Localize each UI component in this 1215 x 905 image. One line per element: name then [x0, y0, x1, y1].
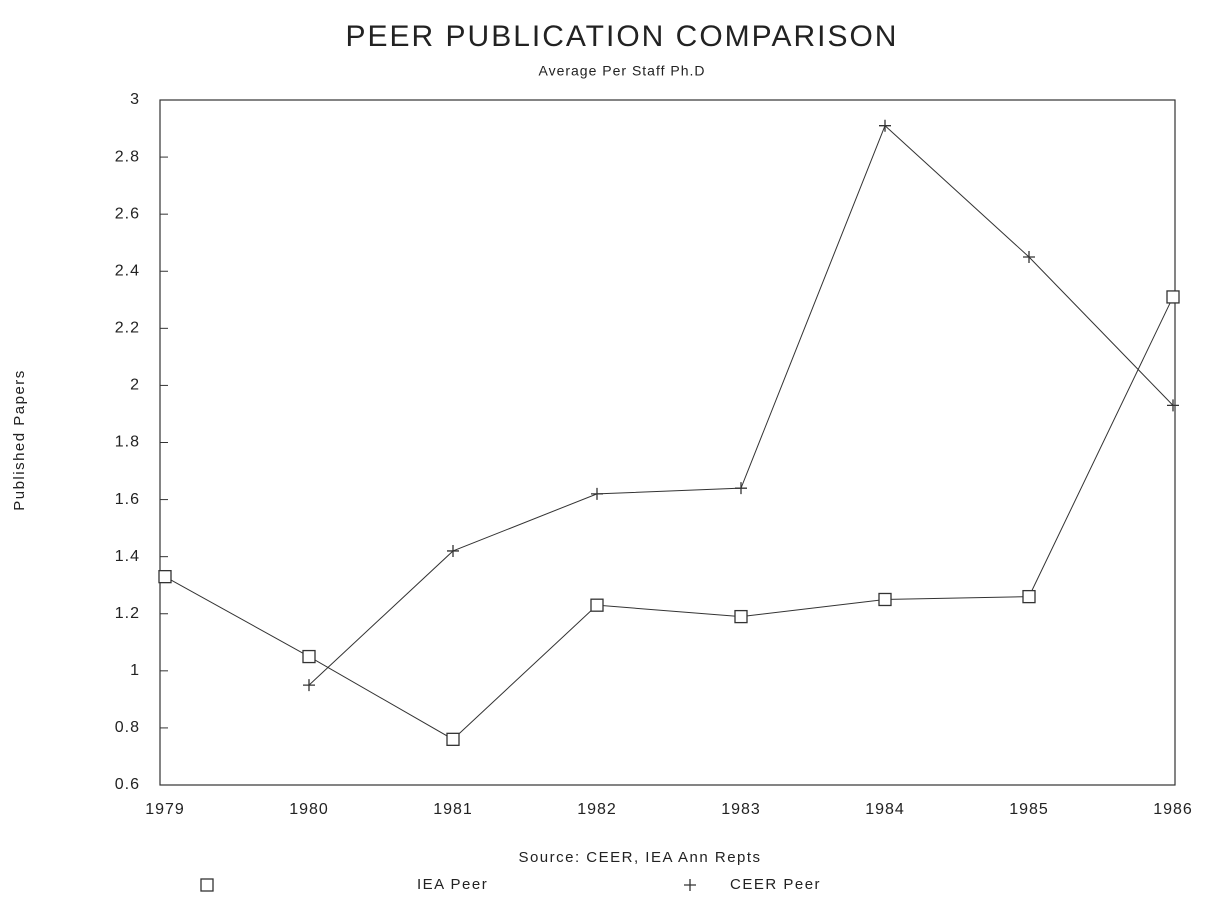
- marker: [302, 649, 316, 664]
- y-tick-label: 2.6: [115, 205, 140, 222]
- marker: [200, 878, 214, 892]
- x-axis-label: Source: CEER, IEA Ann Repts: [518, 849, 761, 866]
- y-tick-label: 2.8: [115, 148, 140, 165]
- legend-label: IEA Peer: [417, 876, 488, 893]
- x-tick-label: 1986: [1153, 801, 1193, 818]
- x-tick-label: 1980: [289, 801, 329, 818]
- marker: [879, 119, 891, 132]
- marker: [735, 482, 747, 495]
- marker: [590, 598, 604, 612]
- x-tick-label: 1985: [1009, 801, 1049, 818]
- marker: [1167, 399, 1179, 412]
- y-tick-label: 2.2: [115, 320, 140, 337]
- x-tick-label: 1979: [145, 801, 185, 818]
- chart-subtitle: Average Per Staff Ph.D: [538, 63, 705, 79]
- marker: [303, 679, 315, 692]
- marker: [446, 732, 460, 746]
- marker: [447, 544, 459, 557]
- y-tick-label: 1.2: [115, 605, 140, 622]
- x-tick-label: 1984: [865, 801, 905, 818]
- y-axis-label: Published Papers: [11, 369, 28, 511]
- marker: [734, 609, 748, 624]
- marker: [591, 487, 603, 500]
- marker: [1022, 589, 1036, 604]
- series-line: [164, 296, 1174, 740]
- x-tick-label: 1982: [577, 801, 617, 818]
- series-line: [308, 124, 1174, 686]
- marker: [1166, 290, 1180, 304]
- y-tick-label: 1.8: [115, 434, 140, 451]
- chart-title: PEER PUBLICATION COMPARISON: [346, 20, 899, 53]
- marker: [684, 879, 696, 891]
- x-tick-label: 1983: [721, 801, 761, 818]
- y-tick-label: 1.6: [115, 491, 140, 508]
- y-tick-label: 1: [130, 662, 140, 679]
- marker: [878, 592, 892, 607]
- legend-label: CEER Peer: [730, 876, 821, 893]
- y-tick-label: 3: [130, 91, 140, 108]
- y-tick-label: 0.8: [115, 719, 140, 736]
- x-tick-label: 1981: [433, 801, 473, 818]
- y-tick-label: 2.4: [115, 262, 140, 279]
- y-tick-label: 2: [130, 377, 140, 394]
- y-tick-label: 0.6: [115, 776, 140, 793]
- marker: [1023, 250, 1035, 263]
- marker: [158, 569, 172, 584]
- y-tick-label: 1.4: [115, 548, 140, 565]
